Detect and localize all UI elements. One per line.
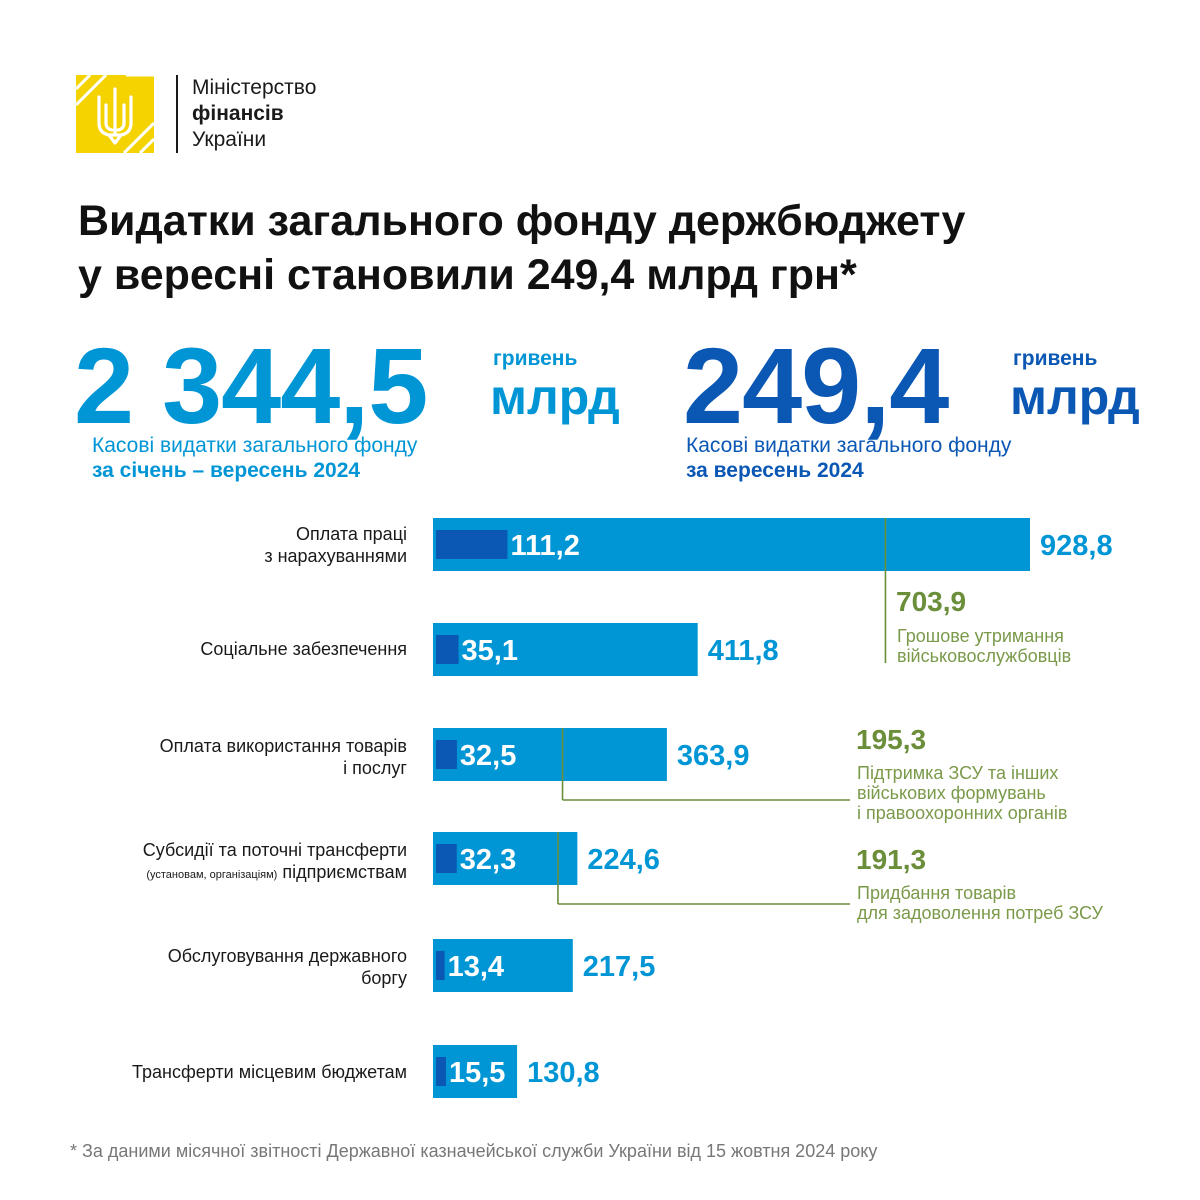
annotation-text-line2: для задоволення потреб ЗСУ: [857, 903, 1103, 923]
ytd-bar: [433, 728, 667, 781]
category-label-line1: Обслуговування державного: [167, 946, 407, 966]
month-total-value: 249,4: [683, 325, 949, 446]
ytd-bar: [433, 518, 1030, 571]
ytd-caption-line2: за січень – вересень 2024: [92, 459, 361, 482]
page-title-line2: у вересні становили 249,4 млрд грн*: [78, 251, 857, 299]
ministry-name-line3: України: [192, 128, 267, 151]
ytd-caption: Касові видатки загального фонду за січен…: [92, 433, 417, 483]
logo-divider: [176, 75, 178, 153]
category-label-line2: і послуг: [343, 758, 407, 778]
category-label-line1: Субсидії та поточні трансферти: [142, 840, 407, 860]
category-label-line2: з нарахуваннями: [264, 546, 407, 566]
month-bar: [436, 530, 508, 559]
month-bar: [436, 951, 445, 980]
month-bar: [436, 740, 457, 769]
page-title-line1: Видатки загального фонду держбюджету: [78, 197, 966, 245]
category-label-line1: Оплата використання товарів: [159, 736, 407, 756]
annotation-text-line1: Підтримка ЗСУ та інших: [857, 763, 1059, 783]
annotation-text-line2: військовослужбовців: [897, 646, 1072, 666]
ytd-bar: [433, 623, 698, 676]
ytd-unit-small: гривень: [493, 347, 578, 370]
page-title: Видатки загального фонду держбюджету у в…: [78, 194, 1138, 302]
month-bar: [436, 1057, 446, 1086]
annotation-value: 191,3: [856, 844, 927, 875]
month-value-label: 32,3: [460, 844, 516, 876]
month-caption-line1: Касові видатки загального фонду: [686, 434, 1012, 457]
month-value-label: 13,4: [448, 951, 504, 983]
annotation-text-line3: і правоохоронних органів: [857, 803, 1068, 823]
month-value-label: 35,1: [462, 635, 518, 667]
ytd-bar: [433, 832, 578, 885]
ytd-unit-large: млрд: [490, 369, 620, 425]
category-label-line2: підприємствам: [282, 862, 407, 882]
footnote: * За даними місячної звітності Державної…: [70, 1141, 878, 1161]
annotation-value: 195,3: [856, 724, 927, 755]
ytd-value-label: 928,8: [1040, 530, 1113, 562]
ministry-logo: Міністерство фінансів України: [76, 74, 316, 154]
annotation-text: Придбання товарів для задоволення потреб…: [857, 883, 1103, 923]
ytd-value-label: 217,5: [583, 951, 656, 983]
annotation-text-line1: Придбання товарів: [857, 883, 1017, 903]
month-unit-small: гривень: [1013, 347, 1098, 370]
month-value-label: 32,5: [460, 740, 516, 772]
annotation-value: 703,9: [896, 586, 967, 617]
category-label-note: (установам, організаціям): [146, 869, 278, 881]
month-bar: [436, 635, 459, 664]
ministry-name: Міністерство фінансів України: [192, 75, 316, 153]
trident-logo-icon: [76, 75, 154, 153]
category-label-line1: Соціальне забезпечення: [200, 639, 407, 659]
month-unit-large: млрд: [1010, 369, 1140, 425]
category-label-line1: Трансферти місцевим бюджетам: [132, 1062, 407, 1082]
ytd-total-value: 2 344,5: [74, 325, 428, 446]
ytd-value-label: 411,8: [708, 635, 779, 667]
annotation-text-line2: військових формувань: [857, 783, 1046, 803]
month-value-label: 111,2: [510, 530, 579, 562]
annotation-text-line1: Грошове утримання: [897, 626, 1064, 646]
ytd-value-label: 130,8: [527, 1057, 600, 1089]
category-label: Оплата праці з нарахуваннями: [264, 523, 407, 567]
annotation-text: Підтримка ЗСУ та інших військових формув…: [857, 763, 1067, 823]
ministry-name-line2: фінансів: [192, 102, 284, 125]
month-value-label: 15,5: [449, 1057, 505, 1089]
ministry-name-line1: Міністерство: [192, 76, 317, 99]
category-label: Оплата використання товарів і послуг: [160, 735, 407, 779]
month-caption: Касові видатки загального фонду за верес…: [686, 433, 1011, 483]
ytd-bar: [433, 939, 573, 992]
category-label-line1: Оплата праці: [296, 524, 407, 544]
category-label: Соціальне забезпечення: [200, 638, 407, 660]
ytd-value-label: 224,6: [587, 844, 660, 876]
category-label-line2: боргу: [361, 968, 407, 988]
month-caption-line2: за вересень 2024: [686, 459, 864, 482]
ytd-caption-line1: Касові видатки загального фонду: [92, 434, 418, 457]
category-label: Субсидії та поточні трансферти (установа…: [143, 839, 407, 886]
category-label: Трансферти місцевим бюджетам: [132, 1061, 407, 1083]
category-label: Обслуговування державного боргу: [168, 945, 407, 989]
ytd-value-label: 363,9: [677, 740, 750, 772]
ytd-bar: [433, 1045, 518, 1098]
annotation-text: Грошове утримання військовослужбовців: [897, 626, 1071, 666]
month-bar: [436, 844, 457, 873]
